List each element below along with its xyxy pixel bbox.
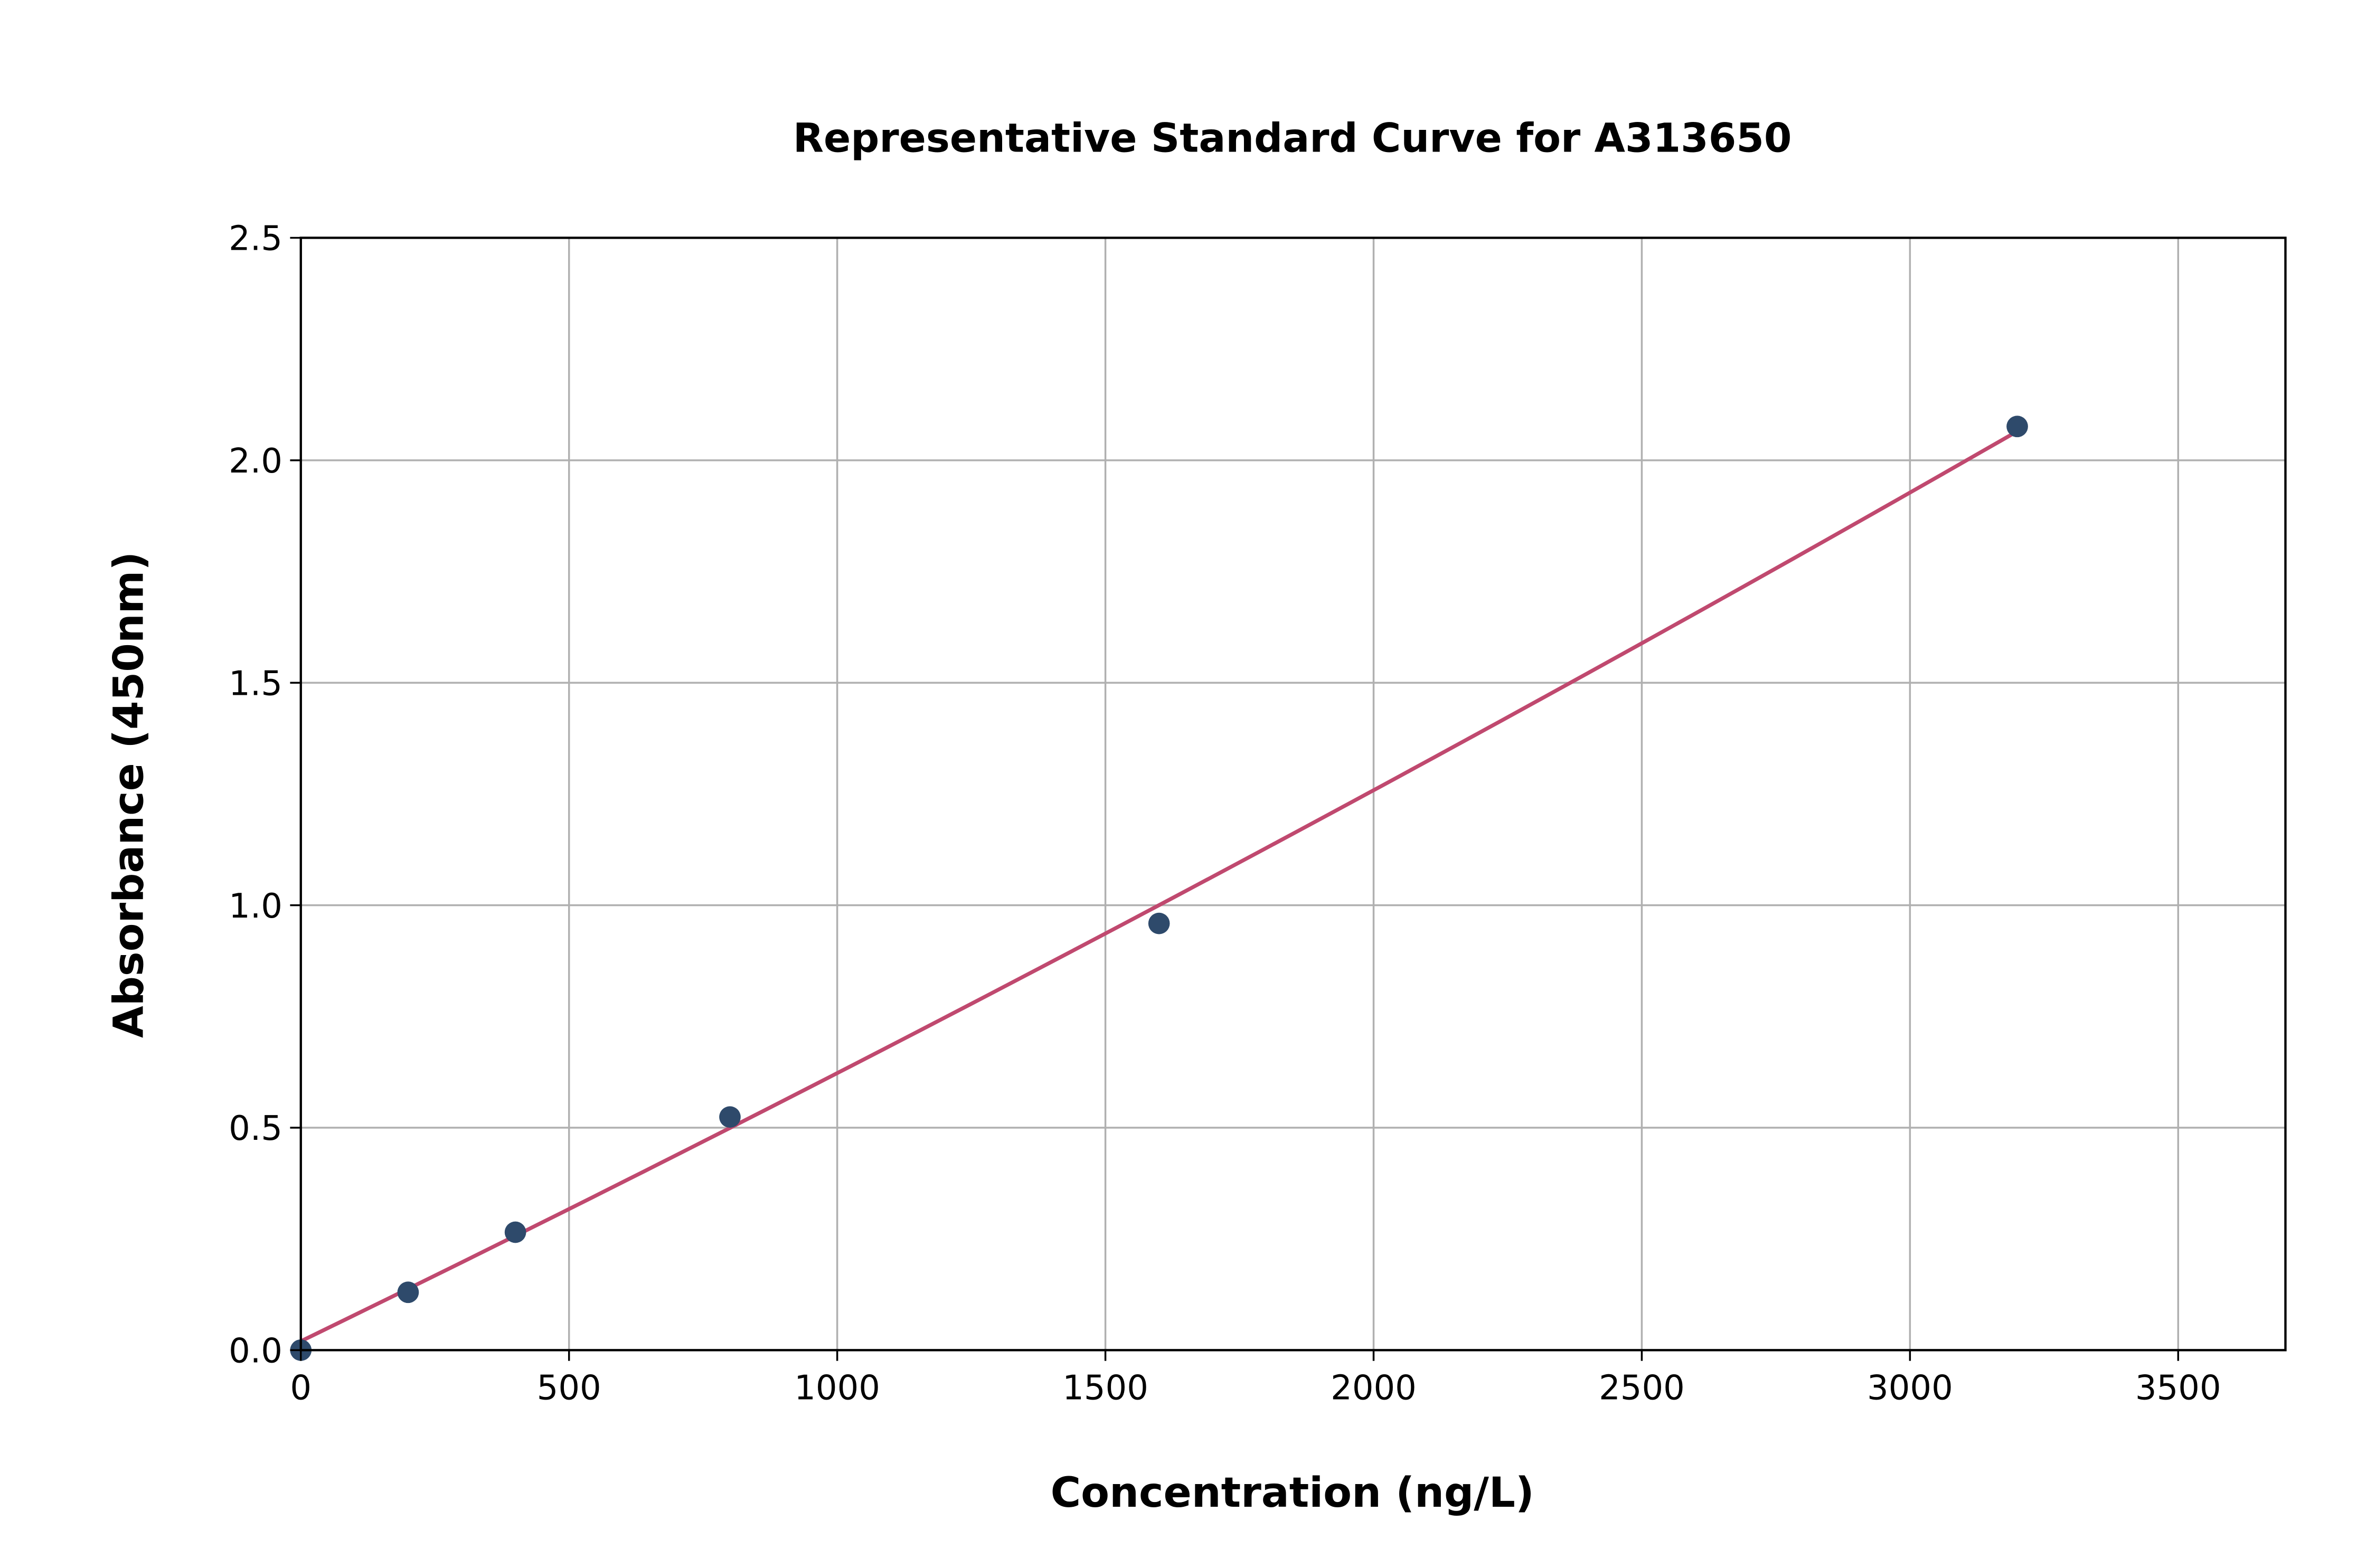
x-tick-label: 500	[537, 1368, 601, 1408]
data-point	[2006, 415, 2028, 438]
data-point	[504, 1221, 526, 1243]
x-tick-label: 3500	[2135, 1368, 2221, 1408]
chart-title: Representative Standard Curve for A31365…	[793, 115, 1792, 162]
y-tick-label: 2.0	[229, 442, 282, 481]
x-tick-label: 2500	[1599, 1368, 1685, 1408]
data-points	[290, 415, 2028, 1361]
fit-curve-group	[300, 429, 2019, 1343]
y-tick-label: 0.5	[229, 1109, 282, 1148]
plot-frame	[299, 237, 2287, 1352]
x-axis-label: Concentration (ng/L)	[1051, 1468, 1534, 1517]
y-tick-label: 0.0	[229, 1332, 282, 1371]
x-tick-label: 0	[290, 1368, 312, 1408]
y-tick-label: 1.0	[229, 887, 282, 926]
y-tick-label: 1.5	[229, 664, 282, 703]
x-tick-label: 1000	[794, 1368, 880, 1408]
data-point	[397, 1281, 419, 1303]
x-tick-label: 3000	[1867, 1368, 1953, 1408]
fit-line	[300, 429, 2019, 1343]
ticks: 0 500 1000 1500 2000 2500 3000 3500 0.0 0.5 1.0 1.5…	[229, 220, 2221, 1408]
y-tick-label: 2.5	[229, 220, 282, 259]
x-tick-label: 2000	[1331, 1368, 1417, 1408]
grid	[300, 237, 2286, 1352]
data-point	[719, 1106, 741, 1128]
data-point	[1148, 912, 1170, 934]
x-tick-label: 1500	[1062, 1368, 1148, 1408]
y-axis-label: Absorbance (450nm)	[104, 552, 153, 1038]
